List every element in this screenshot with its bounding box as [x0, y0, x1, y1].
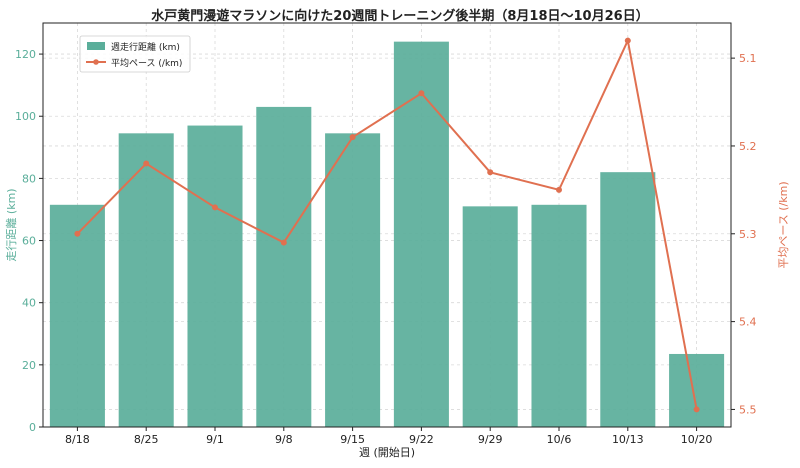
- left-axis: 0 20 40 60 80 100 120: [15, 48, 43, 434]
- pace-line: [74, 37, 700, 413]
- bar: [187, 125, 243, 428]
- legend-line-label: 平均ペース (/km): [111, 57, 182, 69]
- x-tick-label: 8/25: [134, 433, 159, 446]
- bars: [49, 41, 725, 428]
- bar: [49, 204, 105, 427]
- x-axis: 8/18 8/25 9/1 9/8 9/15 9/22 9/29 10/6 10/13 10/20: [65, 427, 712, 446]
- left-tick-label: 0: [29, 421, 36, 434]
- right-axis-label: 平均ペース (/km): [777, 181, 790, 268]
- pace-point: [212, 204, 218, 211]
- x-tick-label: 10/13: [612, 433, 644, 446]
- pace-point: [556, 186, 562, 193]
- pace-point: [349, 134, 356, 141]
- pace-point: [487, 169, 494, 176]
- right-tick-label: 5.1: [739, 52, 757, 65]
- x-tick-label: 9/15: [340, 433, 365, 446]
- x-tick-label: 9/1: [206, 433, 224, 446]
- bar: [462, 206, 518, 427]
- left-tick-label: 20: [22, 359, 36, 372]
- left-tick-label: 120: [15, 48, 36, 61]
- left-axis-label: 走行距離 (km): [4, 188, 18, 261]
- legend-box: [79, 35, 191, 73]
- left-tick-label: 80: [22, 172, 36, 185]
- pace-polyline: [76, 37, 698, 410]
- pace-point: [143, 160, 150, 167]
- bar: [600, 172, 656, 427]
- x-tick-label: 9/8: [275, 433, 293, 446]
- pace-point: [418, 90, 425, 97]
- plot-frame: [42, 22, 732, 428]
- pace-point: [624, 37, 631, 44]
- bar: [118, 133, 174, 428]
- right-tick-label: 5.5: [739, 403, 757, 416]
- right-tick-label: 5.3: [739, 228, 757, 241]
- right-tick-label: 5.2: [739, 140, 757, 153]
- bar: [325, 133, 381, 428]
- left-tick-label: 40: [22, 297, 36, 310]
- bar: [393, 41, 449, 428]
- right-axis: 5.1 5.2 5.3 5.4 5.5: [731, 52, 757, 416]
- pace-point: [74, 230, 81, 237]
- pace-point: [693, 406, 700, 413]
- legend-bar-swatch: [87, 42, 105, 50]
- legend-bar-label: 週走行距離 (km): [111, 41, 180, 53]
- right-tick-label: 5.4: [739, 316, 757, 329]
- bar: [669, 353, 725, 427]
- legend: 週走行距離 (km) 平均ペース (/km): [79, 35, 191, 73]
- bar: [531, 204, 587, 427]
- x-tick-label: 10/6: [547, 433, 572, 446]
- x-tick-label: 8/18: [65, 433, 90, 446]
- left-tick-label: 100: [15, 110, 36, 123]
- x-tick-label: 9/22: [409, 433, 434, 446]
- legend-line-marker: [93, 59, 99, 65]
- pace-point: [280, 239, 287, 246]
- x-axis-label: 週 (開始日): [359, 445, 415, 459]
- x-tick-label: 9/29: [478, 433, 503, 446]
- left-tick-label: 60: [22, 235, 36, 248]
- x-tick-label: 10/20: [681, 433, 713, 446]
- bar: [256, 106, 312, 428]
- chart-title: 水戸黄門漫遊マラソンに向けた20週間トレーニング後半期（8月18日～10月26日…: [151, 8, 648, 24]
